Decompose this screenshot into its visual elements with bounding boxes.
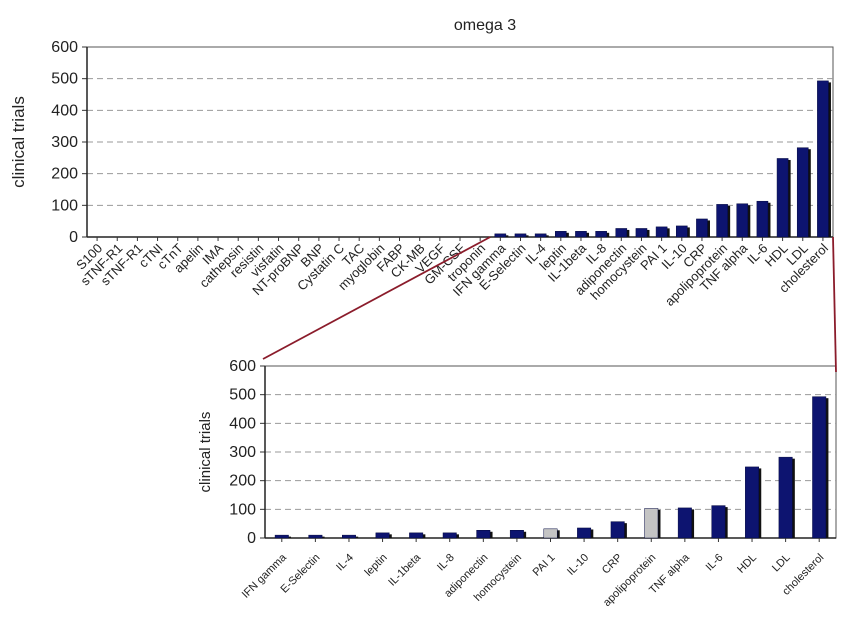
overview-bar-leptin — [555, 231, 567, 238]
overview-y-axis-label: clinical trials — [9, 96, 28, 188]
overview-bar-hdl — [776, 158, 789, 238]
zoom-category-label: PAI 1 — [531, 552, 558, 579]
zoom-bar-adiponectin — [476, 530, 491, 539]
overview-title: omega 3 — [454, 17, 516, 34]
overview-bar-adiponectin — [615, 228, 628, 238]
zoom-bar-cholesterol — [812, 396, 827, 539]
overview-bar-il-4 — [534, 233, 547, 238]
overview-bar-il-10 — [675, 225, 688, 238]
overview-bar-apolipoprotein — [716, 204, 728, 238]
zoom-category-label: CRP — [600, 552, 625, 577]
overview-bar-cholesterol — [817, 80, 829, 238]
zoom-category-label: IL-6 — [704, 552, 726, 574]
zoom-y-tick-label: 400 — [229, 415, 256, 432]
overview-bar-e-selectin — [514, 233, 527, 238]
zoom-y-axis-label: clinical trials — [197, 412, 214, 493]
overview-chart: 0100200300400500600S100sTNF-R1sTNF-R1cTN… — [9, 17, 834, 309]
zoom-y-tick-label: 500 — [229, 387, 256, 404]
zoom-category-label: IFN gamma — [240, 551, 290, 601]
overview-y-tick-label: 200 — [51, 166, 78, 183]
overview-y-tick-label: 100 — [51, 197, 78, 214]
overview-bar-il-8 — [595, 231, 607, 238]
overview-bar-pai-1 — [655, 226, 668, 238]
zoom-category-label: IL-4 — [334, 552, 356, 574]
zoom-bar-il-10 — [577, 527, 592, 539]
overview-bar-il-6 — [756, 200, 769, 238]
zoom-y-tick-label: 200 — [229, 473, 256, 490]
overview-y-tick-label: 300 — [51, 134, 78, 151]
zoom-bar-hdl — [745, 466, 759, 539]
overview-bar-homocystein — [635, 228, 648, 238]
zoom-bar-homocystein — [509, 530, 524, 539]
zoom-bar-il-1beta — [409, 532, 424, 539]
zoom-connector-right — [832, 236, 837, 373]
zoom-bar-crp — [610, 521, 625, 539]
zoom-y-tick-label: 600 — [229, 358, 256, 375]
overview-y-tick-label: 400 — [51, 102, 78, 119]
zoom-bar-il-4 — [342, 534, 356, 539]
zoom-bar-pai-1 — [543, 528, 558, 539]
overview-y-tick-label: 600 — [51, 39, 78, 56]
overview-y-tick-label: 0 — [69, 229, 78, 246]
zoom-bar-tnf-alpha — [677, 507, 692, 539]
zoom-y-tick-label: 300 — [229, 444, 256, 461]
overview-bar-crp — [696, 218, 708, 238]
zoom-bar-ifn-gamma — [274, 534, 289, 539]
zoom-category-label: LDL — [770, 552, 793, 575]
overview-bar-tnf-alpha — [736, 203, 749, 238]
zoom-y-tick-label: 100 — [229, 501, 256, 518]
overview-bar-ifn-gamma — [494, 233, 507, 238]
zoom-category-label: IL-8 — [435, 552, 457, 574]
overview-bar-il-1beta — [575, 231, 587, 238]
zoom-category-label: IL-1beta — [386, 551, 424, 589]
zoom-category-label: IL-10 — [565, 552, 591, 578]
zoom-bar-ldl — [778, 456, 793, 539]
overview-y-tick-label: 500 — [51, 71, 78, 88]
overview-bar-ldl — [796, 147, 809, 238]
zoom-connector-left — [262, 236, 491, 360]
zoom-category-label: leptin — [363, 552, 390, 579]
zoom-bar-apolipoprotein — [644, 508, 659, 539]
zoom-bar-il-8 — [442, 532, 457, 539]
zoom-bar-leptin — [375, 532, 390, 539]
zoom-category-label: HDL — [735, 552, 759, 576]
zoom-y-tick-label: 0 — [247, 530, 256, 547]
zoom-bar-il-6 — [711, 505, 726, 539]
zoom-bar-e-selectin — [308, 534, 323, 539]
